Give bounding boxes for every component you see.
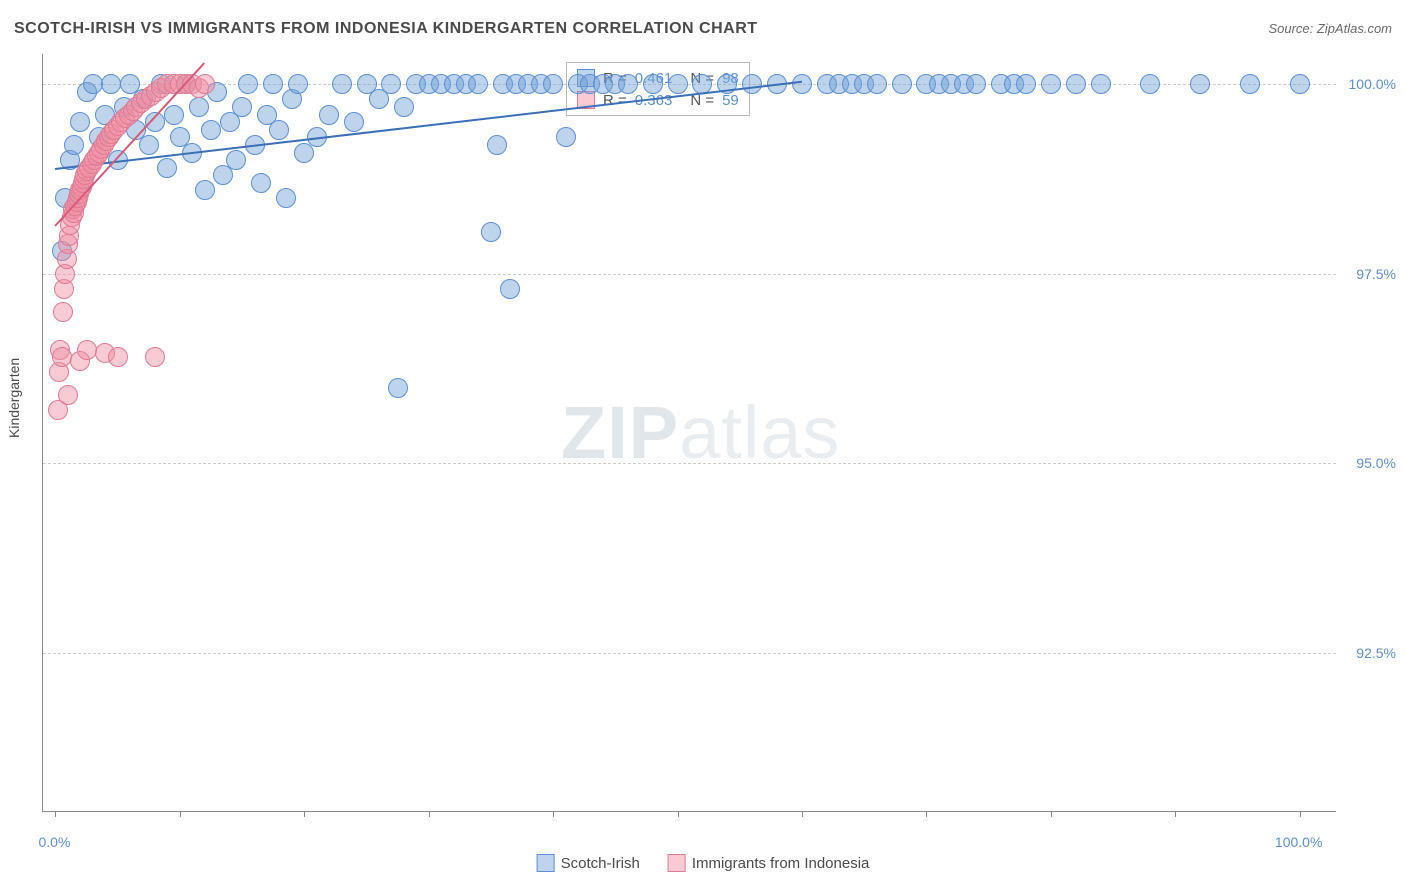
scatter-point xyxy=(1091,74,1111,94)
scatter-point xyxy=(792,74,812,94)
scatter-point xyxy=(1016,74,1036,94)
legend-swatch xyxy=(537,854,555,872)
scatter-point xyxy=(232,97,252,117)
scatter-point xyxy=(481,222,501,242)
y-tick-label: 92.5% xyxy=(1356,645,1396,661)
scatter-point xyxy=(381,74,401,94)
x-tick xyxy=(926,811,927,817)
scatter-point xyxy=(618,74,638,94)
x-tick-label: 0.0% xyxy=(38,834,70,850)
legend-item: Scotch-Irish xyxy=(537,854,640,872)
scatter-point xyxy=(226,150,246,170)
scatter-point xyxy=(643,74,663,94)
scatter-point xyxy=(201,120,221,140)
scatter-point xyxy=(1190,74,1210,94)
scatter-point xyxy=(157,158,177,178)
watermark-bold: ZIP xyxy=(561,391,679,474)
scatter-point xyxy=(500,279,520,299)
legend-label: Immigrants from Indonesia xyxy=(692,855,870,872)
scatter-point xyxy=(195,74,215,94)
x-tick xyxy=(304,811,305,817)
scatter-point xyxy=(487,135,507,155)
scatter-point xyxy=(70,112,90,132)
scatter-point xyxy=(269,120,289,140)
scatter-point xyxy=(394,97,414,117)
y-tick-label: 97.5% xyxy=(1356,266,1396,282)
scatter-point xyxy=(164,105,184,125)
x-tick xyxy=(1300,811,1301,817)
scatter-plot-area: ZIPatlas R =0.461N =98R =0.363N =59 92.5… xyxy=(42,54,1336,812)
x-tick xyxy=(55,811,56,817)
scatter-point xyxy=(1041,74,1061,94)
scatter-point xyxy=(139,135,159,155)
scatter-point xyxy=(64,135,84,155)
scatter-point xyxy=(52,347,72,367)
legend-swatch xyxy=(668,854,686,872)
watermark: ZIPatlas xyxy=(561,390,840,475)
source-attribution: Source: ZipAtlas.com xyxy=(1268,21,1392,36)
scatter-point xyxy=(892,74,912,94)
scatter-point xyxy=(319,105,339,125)
watermark-light: atlas xyxy=(679,391,840,474)
scatter-point xyxy=(195,180,215,200)
chart-title: SCOTCH-IRISH VS IMMIGRANTS FROM INDONESI… xyxy=(14,20,758,38)
scatter-point xyxy=(58,385,78,405)
header: SCOTCH-IRISH VS IMMIGRANTS FROM INDONESI… xyxy=(14,20,1392,38)
x-tick xyxy=(429,811,430,817)
x-tick xyxy=(1175,811,1176,817)
scatter-point xyxy=(251,173,271,193)
scatter-point xyxy=(108,347,128,367)
scatter-point xyxy=(332,74,352,94)
scatter-point xyxy=(288,74,308,94)
x-tick xyxy=(553,811,554,817)
gridline xyxy=(43,274,1336,275)
gridline xyxy=(43,653,1336,654)
x-tick-label: 100.0% xyxy=(1275,834,1322,850)
scatter-point xyxy=(77,340,97,360)
scatter-point xyxy=(101,74,121,94)
scatter-point xyxy=(556,127,576,147)
y-tick-label: 100.0% xyxy=(1349,76,1396,92)
scatter-point xyxy=(53,302,73,322)
scatter-point xyxy=(83,74,103,94)
scatter-point xyxy=(1066,74,1086,94)
scatter-point xyxy=(388,378,408,398)
legend-item: Immigrants from Indonesia xyxy=(668,854,870,872)
x-tick xyxy=(180,811,181,817)
scatter-point xyxy=(742,74,762,94)
scatter-point xyxy=(189,97,209,117)
x-tick xyxy=(678,811,679,817)
scatter-point xyxy=(145,347,165,367)
scatter-point xyxy=(1240,74,1260,94)
scatter-point xyxy=(1290,74,1310,94)
scatter-point xyxy=(543,74,563,94)
scatter-point xyxy=(468,74,488,94)
scatter-point xyxy=(276,188,296,208)
x-tick xyxy=(1051,811,1052,817)
scatter-point xyxy=(344,112,364,132)
scatter-point xyxy=(263,74,283,94)
scatter-point xyxy=(966,74,986,94)
scatter-point xyxy=(668,74,688,94)
series-legend: Scotch-Irish Immigrants from Indonesia xyxy=(537,854,870,872)
y-axis-label: Kindergarten xyxy=(6,358,22,438)
scatter-point xyxy=(1140,74,1160,94)
legend-label: Scotch-Irish xyxy=(561,855,640,872)
x-tick xyxy=(802,811,803,817)
scatter-point xyxy=(238,74,258,94)
y-tick-label: 95.0% xyxy=(1356,455,1396,471)
gridline xyxy=(43,463,1336,464)
scatter-point xyxy=(867,74,887,94)
